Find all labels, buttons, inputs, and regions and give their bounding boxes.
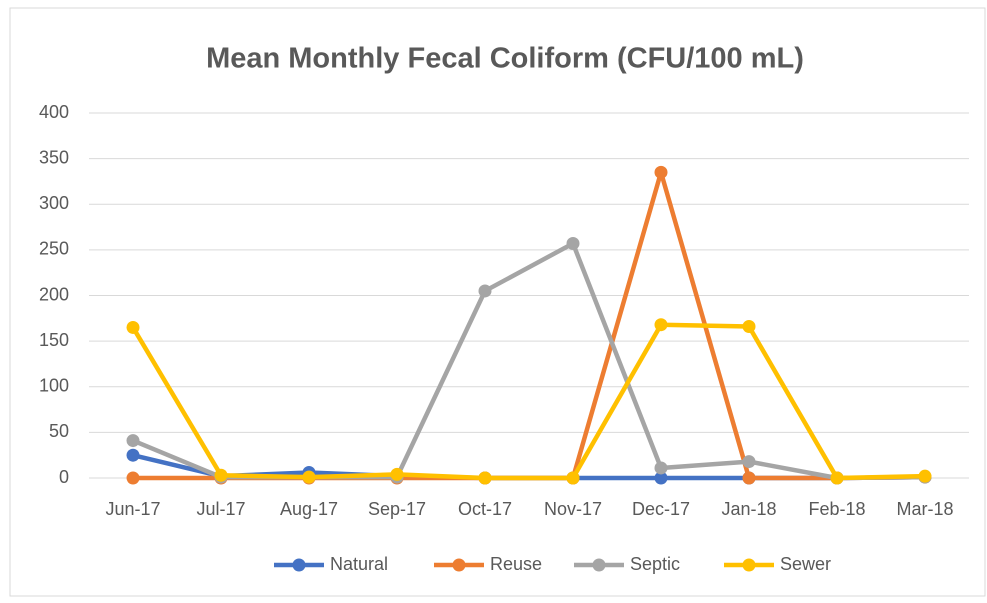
x-tick-label: Aug-17 [280,499,338,519]
x-tick-label: Jan-18 [721,499,776,519]
legend-label: Reuse [490,554,542,574]
legend-marker [452,558,466,572]
data-point [126,320,140,334]
x-tick-label: Sep-17 [368,499,426,519]
legend-label: Natural [330,554,388,574]
legend-marker [742,558,756,572]
data-point [390,467,404,481]
data-point [302,470,316,484]
y-tick-label: 200 [39,284,69,304]
x-tick-label: Feb-18 [808,499,865,519]
legend-label: Sewer [780,554,831,574]
data-point [214,468,228,482]
data-point [654,318,668,332]
data-point [566,236,580,250]
data-point [742,320,756,334]
data-point [126,434,140,448]
data-point [918,469,932,483]
y-tick-label: 100 [39,376,69,396]
legend-marker [592,558,606,572]
x-tick-label: Jun-17 [105,499,160,519]
data-point [126,471,140,485]
x-tick-label: Jul-17 [196,499,245,519]
y-tick-label: 250 [39,239,69,259]
x-tick-label: Nov-17 [544,499,602,519]
y-tick-label: 400 [39,102,69,122]
data-point [830,471,844,485]
data-point [654,471,668,485]
data-point [654,165,668,179]
x-tick-label: Oct-17 [458,499,512,519]
y-tick-label: 350 [39,147,69,167]
chart-title: Mean Monthly Fecal Coliform (CFU/100 mL) [206,43,804,75]
legend-marker [292,558,306,572]
y-tick-label: 150 [39,330,69,350]
data-point [478,471,492,485]
data-point [742,455,756,469]
y-tick-label: 0 [59,467,69,487]
x-tick-label: Dec-17 [632,499,690,519]
y-tick-label: 50 [49,421,69,441]
legend-label: Septic [630,554,680,574]
x-tick-label: Mar-18 [896,499,953,519]
y-tick-label: 300 [39,193,69,213]
chart-frame [9,7,986,597]
data-point [654,461,668,475]
series-line [131,322,926,481]
data-point [126,448,140,462]
data-point [566,471,580,485]
data-point [742,471,756,485]
data-point [478,284,492,298]
